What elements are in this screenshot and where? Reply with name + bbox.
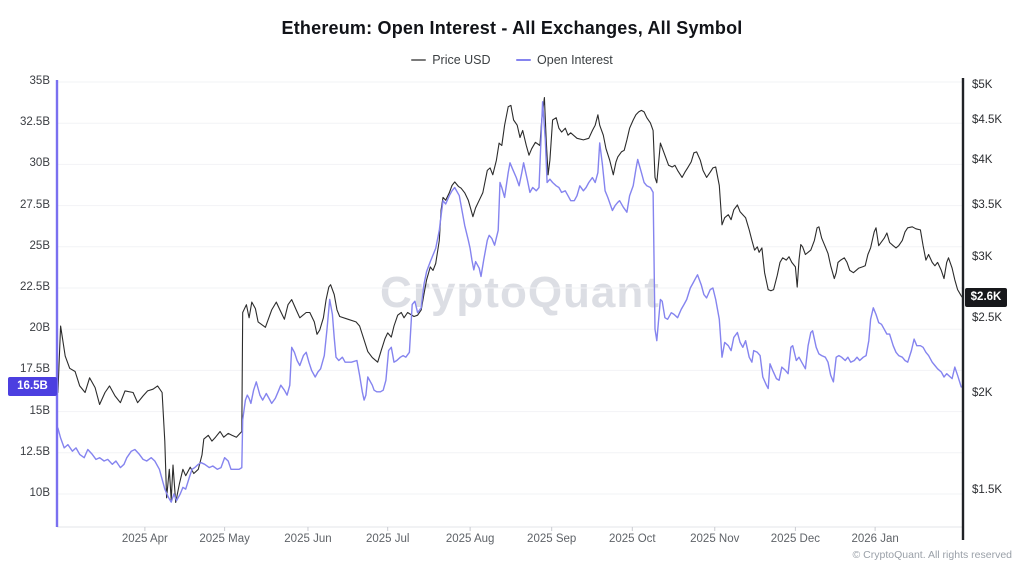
legend-label-price-usd: Price USD: [432, 53, 491, 67]
price-current-badge: $2.6K: [965, 288, 1007, 308]
y-right-tick-label: $5K: [972, 79, 993, 91]
open-interest-current-badge: 16.5B: [8, 376, 57, 396]
y-right-tick-label: $1.5K: [972, 484, 1003, 496]
x-tick-label: 2025 Aug: [445, 533, 495, 545]
legend-item-open-interest[interactable]: Open Interest: [516, 53, 613, 67]
x-tick-label: 2025 May: [199, 533, 250, 545]
y-left-tick-label: 10B: [29, 487, 50, 499]
y-left-tick-label: 17.5B: [19, 363, 50, 376]
legend-label-open-interest: Open Interest: [537, 53, 613, 67]
x-tick-label: 2025 Dec: [770, 533, 820, 545]
y-left-tick-label: 22.5B: [19, 281, 50, 293]
series-open-interest: [57, 101, 964, 503]
x-tick-label: 2025 Oct: [608, 533, 656, 545]
y-left-tick-label: 27.5B: [19, 198, 50, 211]
y-left-tick-label: 20B: [29, 322, 50, 335]
x-tick-label: 2025 Jul: [365, 533, 410, 545]
y-right-tick-label: $3.5K: [972, 198, 1003, 211]
copyright-footer: © CryptoQuant. All rights reserved: [852, 549, 1012, 561]
x-tick-label: 2025 Nov: [690, 533, 740, 545]
x-tick-label: 2025 Apr: [121, 533, 168, 545]
y-right-tick-label: $4K: [972, 154, 993, 167]
y-left-tick-label: 32.5B: [19, 116, 50, 129]
y-left-tick-label: 15B: [29, 404, 50, 417]
x-tick-label: 2025 Jun: [284, 533, 332, 545]
y-right-tick-label: $3K: [972, 250, 993, 263]
y-right-tick-label: $2K: [972, 387, 993, 400]
chart-title: Ethereum: Open Interest - All Exchanges,…: [281, 18, 743, 38]
y-left-tick-label: 35B: [29, 75, 50, 87]
y-left-tick-label: 25B: [29, 239, 50, 252]
y-left-tick-label: 12.5B: [19, 445, 50, 458]
y-right-tick-label: $4.5K: [972, 114, 1003, 127]
y-left-tick-label: 30B: [29, 157, 50, 170]
y-right-tick-label: $2.5K: [972, 312, 1003, 325]
open-interest-legend-dash-icon: [516, 59, 532, 61]
x-tick-label: 2026 Jan: [851, 533, 899, 545]
series-price-usd: [57, 97, 964, 503]
legend-item-price-usd[interactable]: Price USD: [411, 53, 491, 67]
price-usd-legend-dash-icon: [411, 59, 427, 61]
x-tick-label: 2025 Sep: [527, 533, 577, 545]
legend: Price USD Open Interest: [0, 50, 1024, 67]
